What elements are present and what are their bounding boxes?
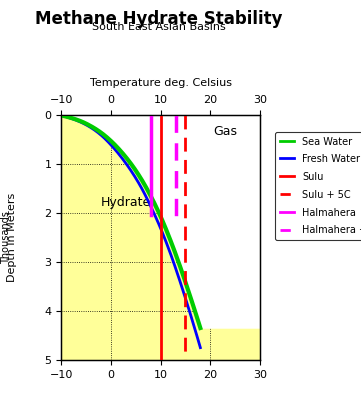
Polygon shape <box>61 115 260 328</box>
Y-axis label: Depth in Meters: Depth in Meters <box>7 193 17 282</box>
X-axis label: Temperature deg. Celsius: Temperature deg. Celsius <box>90 79 232 88</box>
Text: South East Asian Basins: South East Asian Basins <box>92 22 226 32</box>
Text: Hydrate: Hydrate <box>101 196 151 209</box>
Text: Thousands: Thousands <box>1 211 11 264</box>
Legend: Sea Water, Fresh Water, Sulu, Sulu + 5C, Halmahera, Halmahera + 5C: Sea Water, Fresh Water, Sulu, Sulu + 5C,… <box>275 132 361 240</box>
Text: Methane Hydrate Stability: Methane Hydrate Stability <box>35 10 283 28</box>
Text: Gas: Gas <box>213 125 237 138</box>
